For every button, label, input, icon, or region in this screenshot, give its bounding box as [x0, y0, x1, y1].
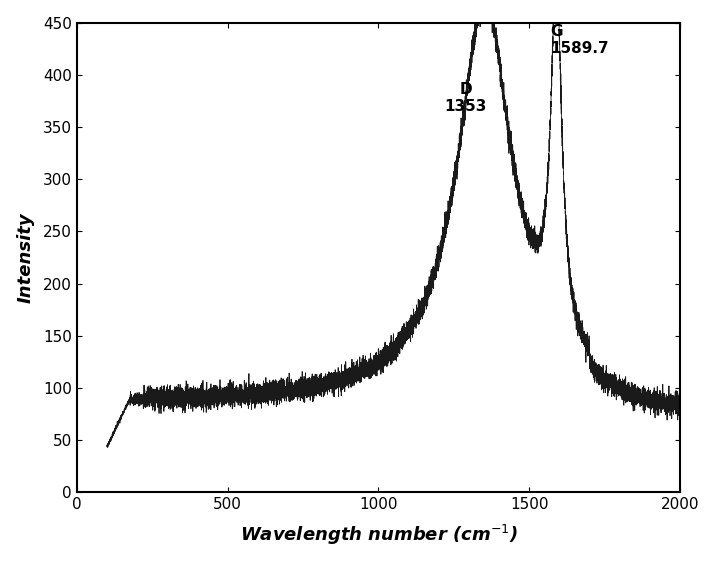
X-axis label: Wavelength number (cm$^{-1}$): Wavelength number (cm$^{-1}$): [240, 523, 518, 547]
Text: G
1589.7: G 1589.7: [551, 24, 609, 56]
Y-axis label: Intensity: Intensity: [16, 212, 34, 303]
Text: D
1353: D 1353: [445, 82, 487, 114]
